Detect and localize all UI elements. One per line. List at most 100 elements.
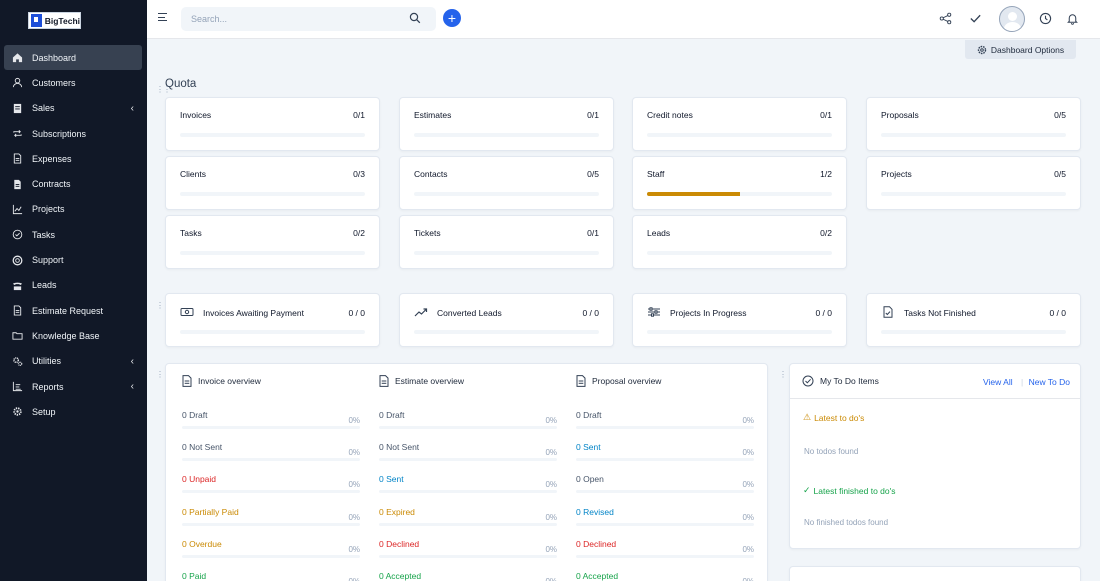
overview-row-bar — [576, 458, 754, 462]
overview-heading: Proposal overview — [576, 375, 661, 387]
brand-logo[interactable]: BigTechi — [28, 12, 81, 29]
overview-row[interactable]: 0 Draft 0% — [576, 410, 754, 442]
gear-icon — [977, 45, 987, 54]
dashboard-options-button[interactable]: Dashboard Options — [965, 40, 1076, 59]
quota-card-contacts: Contacts 0/5 — [399, 156, 614, 210]
sidebar-item-support[interactable]: Support — [4, 247, 142, 272]
quota-label: Proposals — [881, 110, 919, 120]
menu-toggle-icon[interactable] — [158, 13, 167, 23]
quota-label: Credit notes — [647, 110, 693, 120]
stat-card-tasks-not-finished[interactable]: Tasks Not Finished 0 / 0 — [866, 293, 1081, 347]
stat-label: Projects In Progress — [670, 308, 747, 318]
dashboard-options-label: Dashboard Options — [990, 44, 1065, 55]
avatar[interactable] — [999, 6, 1025, 32]
topbar: + — [147, 0, 1100, 39]
overview-row-percent: 0% — [742, 544, 754, 554]
finished-todos-heading: ✓ Latest finished to do's — [803, 485, 896, 496]
overview-row-percent: 0% — [545, 544, 557, 554]
sidebar-item-customers[interactable]: Customers — [4, 70, 142, 95]
stat-progress-bar — [881, 330, 1066, 334]
stat-count: 0 / 0 — [1049, 308, 1066, 318]
quota-count: 0/1 — [587, 110, 599, 120]
todo-title-text: My To Do Items — [820, 376, 879, 386]
sidebar-item-expenses[interactable]: Expenses — [4, 146, 142, 171]
overview-row[interactable]: 0 Declined 0% — [379, 539, 557, 571]
bell-icon[interactable] — [1065, 11, 1079, 25]
overview-row[interactable]: 0 Revised 0% — [576, 507, 754, 539]
overview-row[interactable]: 0 Sent 0% — [576, 442, 754, 474]
search-input[interactable] — [181, 7, 436, 31]
overview-row-bar — [182, 458, 360, 462]
sidebar-item-contracts[interactable]: Contracts — [4, 171, 142, 196]
overview-row[interactable]: 0 Unpaid 0% — [182, 474, 360, 506]
overview-row-bar — [182, 522, 360, 526]
overview-row[interactable]: 0 Accepted 0% — [576, 571, 754, 581]
overview-row[interactable]: 0 Overdue 0% — [182, 539, 360, 571]
check-icon[interactable] — [968, 11, 982, 25]
sidebar-item-knowledge-base[interactable]: Knowledge Base — [4, 323, 142, 348]
link-separator: | — [1020, 377, 1024, 387]
drag-handle-icon[interactable]: ⋮⋮ — [779, 370, 794, 379]
search-icon[interactable] — [409, 12, 421, 24]
overview-row-percent: 0% — [742, 448, 754, 458]
quota-progress-bar — [647, 251, 832, 255]
sidebar-item-sales[interactable]: Sales ‹ — [4, 96, 142, 121]
sidebar-item-leads[interactable]: Leads — [4, 273, 142, 298]
quota-label: Estimates — [414, 110, 452, 120]
quota-title: Quota — [165, 78, 197, 90]
overview-row[interactable]: 0 Not Sent 0% — [182, 442, 360, 474]
sidebar-item-dashboard[interactable]: Dashboard — [4, 45, 142, 71]
new-todo-link[interactable]: New To Do — [1028, 377, 1070, 387]
overview-row[interactable]: 0 Open 0% — [576, 474, 754, 506]
drag-handle-icon[interactable]: ⋮⋮ — [156, 85, 171, 94]
document-icon — [576, 375, 586, 387]
sidebar-item-label: Contracts — [32, 179, 71, 190]
sidebar-item-utilities[interactable]: Utilities ‹ — [4, 349, 142, 374]
quota-label: Tasks — [180, 228, 202, 238]
share-icon[interactable] — [938, 11, 952, 25]
overview-row-bar — [182, 426, 360, 429]
sidebar-item-reports[interactable]: Reports ‹ — [4, 374, 142, 399]
quota-count: 0/5 — [587, 169, 599, 179]
overview-row[interactable]: 0 Not Sent 0% — [379, 442, 557, 474]
drag-handle-icon[interactable]: ⋮⋮ — [156, 370, 171, 379]
sidebar-item-tasks[interactable]: Tasks — [4, 222, 142, 247]
sidebar-item-estimate-request[interactable]: Estimate Request — [4, 298, 142, 323]
sidebar-item-subscriptions[interactable]: Subscriptions — [4, 121, 142, 146]
overview-row[interactable]: 0 Draft 0% — [379, 410, 557, 442]
overview-row-bar — [576, 522, 754, 526]
stat-card-invoices-awaiting-payment[interactable]: Invoices Awaiting Payment 0 / 0 — [165, 293, 380, 347]
overview-row[interactable]: 0 Expired 0% — [379, 507, 557, 539]
quick-create-button[interactable]: + — [443, 9, 461, 27]
overview-row-bar — [182, 490, 360, 494]
quota-progress-fill — [647, 192, 740, 196]
clock-icon[interactable] — [1038, 11, 1052, 25]
overview-row[interactable]: 0 Declined 0% — [576, 539, 754, 571]
overview-row[interactable]: 0 Draft 0% — [182, 410, 360, 442]
overview-row[interactable]: 0 Accepted 0% — [379, 571, 557, 581]
stat-card-projects-in-progress[interactable]: Projects In Progress 0 / 0 — [632, 293, 847, 347]
latest-todos-empty: No todos found — [804, 447, 859, 456]
overview-row[interactable]: 0 Partially Paid 0% — [182, 507, 360, 539]
overview-row-percent: 0% — [742, 480, 754, 490]
drag-handle-icon[interactable]: ⋮⋮ — [156, 301, 171, 310]
overview-row-percent: 0% — [545, 480, 557, 490]
stat-card-converted-leads[interactable]: Converted Leads 0 / 0 — [399, 293, 614, 347]
quota-count: 0/3 — [353, 169, 365, 179]
overview-row[interactable]: 0 Paid 0% — [182, 571, 360, 581]
tty-icon — [12, 280, 23, 291]
overview-row[interactable]: 0 Sent 0% — [379, 474, 557, 506]
finished-todos-empty: No finished todos found — [804, 518, 889, 527]
sidebar-item-label: Leads — [32, 280, 57, 291]
overview-title: Proposal overview — [592, 376, 662, 386]
quota-card-credit-notes: Credit notes 0/1 — [632, 97, 847, 151]
sidebar-item-setup[interactable]: Setup — [4, 399, 142, 424]
overview-row-label: 0 Expired — [379, 506, 415, 517]
sidebar: BigTechi Dashboard Customers Sales ‹ Subscri… — [0, 0, 147, 581]
document-icon — [182, 375, 192, 387]
sidebar-item-projects[interactable]: Projects — [4, 197, 142, 222]
quota-progress-bar — [414, 251, 599, 255]
view-all-link[interactable]: View All — [983, 377, 1013, 387]
stat-count: 0 / 0 — [348, 308, 365, 318]
overview-title: Invoice overview — [198, 376, 261, 386]
